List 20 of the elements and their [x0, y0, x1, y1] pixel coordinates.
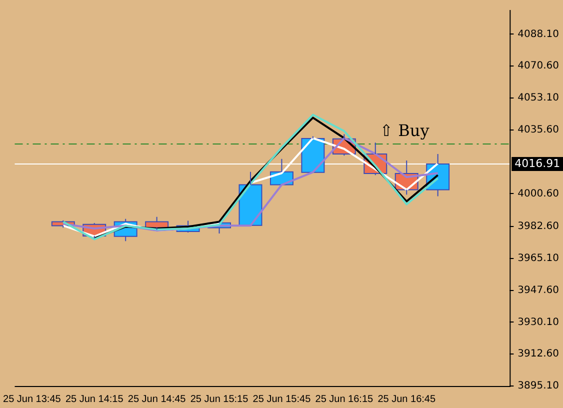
y-tick-label: 3947.60 [518, 284, 560, 296]
y-tick-label: 3912.60 [518, 348, 560, 360]
y-tick-label: 4088.10 [518, 28, 560, 40]
x-tick-label: 25 Jun 15:15 [190, 394, 249, 405]
y-tick-label: 4000.60 [518, 188, 560, 200]
y-tick-label: 4035.60 [518, 124, 560, 136]
x-tick-label: 25 Jun 13:45 [3, 394, 62, 405]
x-tick-label: 25 Jun 14:45 [128, 394, 186, 405]
annotation: ⇧ Buy [380, 121, 430, 140]
y-tick-label: 3930.10 [518, 316, 560, 328]
y-tick-label: 3965.10 [518, 253, 560, 264]
y-tick-label: 4070.60 [518, 60, 560, 72]
x-tick-label: 25 Jun 16:15 [315, 394, 374, 405]
y-tick-label: 3982.60 [518, 221, 560, 232]
x-tick-label: 25 Jun 15:45 [252, 394, 312, 405]
y-tick-label: 4053.10 [518, 92, 560, 104]
y-tick-label: 3895.10 [518, 380, 560, 392]
x-tick-label: 25 Jun 14:15 [65, 394, 124, 405]
ref-line-label: 4016.91 [514, 156, 560, 170]
x-tick-label: 25 Jun 16:45 [378, 394, 436, 405]
